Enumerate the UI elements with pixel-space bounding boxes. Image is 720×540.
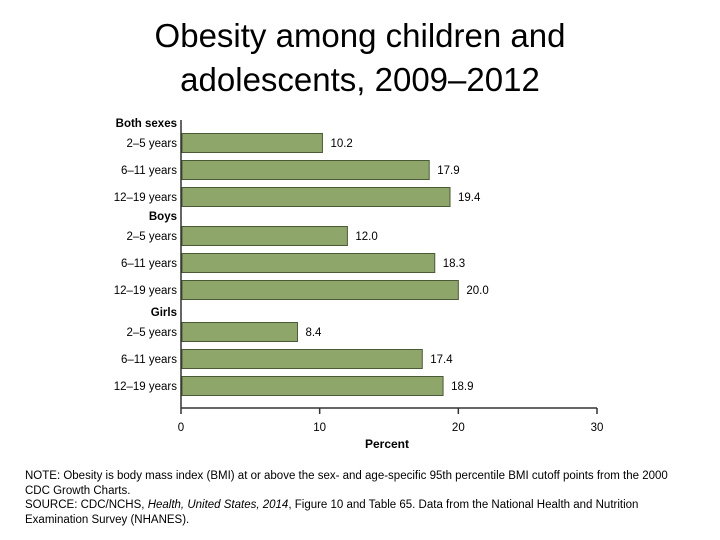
bar xyxy=(181,349,423,369)
bar-value-label: 19.4 xyxy=(458,192,481,204)
bar xyxy=(181,133,323,153)
bar-value-label: 18.3 xyxy=(443,258,465,270)
x-tick-label: 30 xyxy=(591,422,604,434)
bar-value-label: 20.0 xyxy=(466,285,488,297)
category-label: 6–11 years xyxy=(121,258,177,270)
category-label: 2–5 years xyxy=(126,231,177,243)
bar xyxy=(181,187,451,207)
bar-value-label: 17.9 xyxy=(437,165,459,177)
category-label: 6–11 years xyxy=(121,354,177,366)
category-label: 2–5 years xyxy=(126,138,177,150)
footnote: NOTE: Obesity is body mass index (BMI) a… xyxy=(25,469,705,527)
footnote-source-rest: , Figure 10 and Table 65. Data from the … xyxy=(288,499,639,511)
bar-value-label: 8.4 xyxy=(305,327,322,339)
category-label: 6–11 years xyxy=(121,165,177,177)
category-label: 12–19 years xyxy=(114,285,178,297)
group-label: Girls xyxy=(151,307,177,319)
category-label: 2–5 years xyxy=(126,327,177,339)
footnote-source-line-1: SOURCE: CDC/NCHS, Health, United States,… xyxy=(25,498,705,513)
x-axis-title: Percent xyxy=(365,437,409,451)
slide-title-line-1: Obesity among children and xyxy=(154,17,566,54)
category-label: 12–19 years xyxy=(114,192,178,204)
bar xyxy=(181,253,436,273)
bar-chart: Both sexes 2–5 years 10.2 6–11 years 17.9 12–… xyxy=(114,118,604,451)
x-tick-label: 0 xyxy=(178,422,184,434)
footnote-source-line-2: Examination Survey (NHANES). xyxy=(25,513,190,526)
footnote-note-line-2: CDC Growth Charts. xyxy=(25,484,131,497)
footnote-source-prefix: SOURCE: CDC/NCHS, xyxy=(25,499,148,511)
slide-title-line-2: adolescents, 2009–2012 xyxy=(180,61,540,98)
bar-value-label: 12.0 xyxy=(355,231,377,243)
group-label: Both sexes xyxy=(116,118,177,130)
bar xyxy=(181,280,459,300)
footnote-note-line-1: NOTE: Obesity is body mass index (BMI) a… xyxy=(25,470,668,482)
bar-value-label: 17.4 xyxy=(430,354,453,366)
bar-value-label: 10.2 xyxy=(330,138,352,150)
bar xyxy=(181,226,348,246)
x-tick-label: 10 xyxy=(313,422,326,434)
group-label: Boys xyxy=(149,211,177,223)
bar xyxy=(181,376,444,396)
bar xyxy=(181,322,298,342)
x-tick-label: 20 xyxy=(452,422,465,434)
bar xyxy=(181,160,430,180)
footnote-source-title: Health, United States, 2014 xyxy=(147,499,289,511)
category-label: 12–19 years xyxy=(114,381,178,393)
bar-value-label: 18.9 xyxy=(451,381,473,393)
slide-title: Obesity among children and adolescents, … xyxy=(0,14,720,102)
